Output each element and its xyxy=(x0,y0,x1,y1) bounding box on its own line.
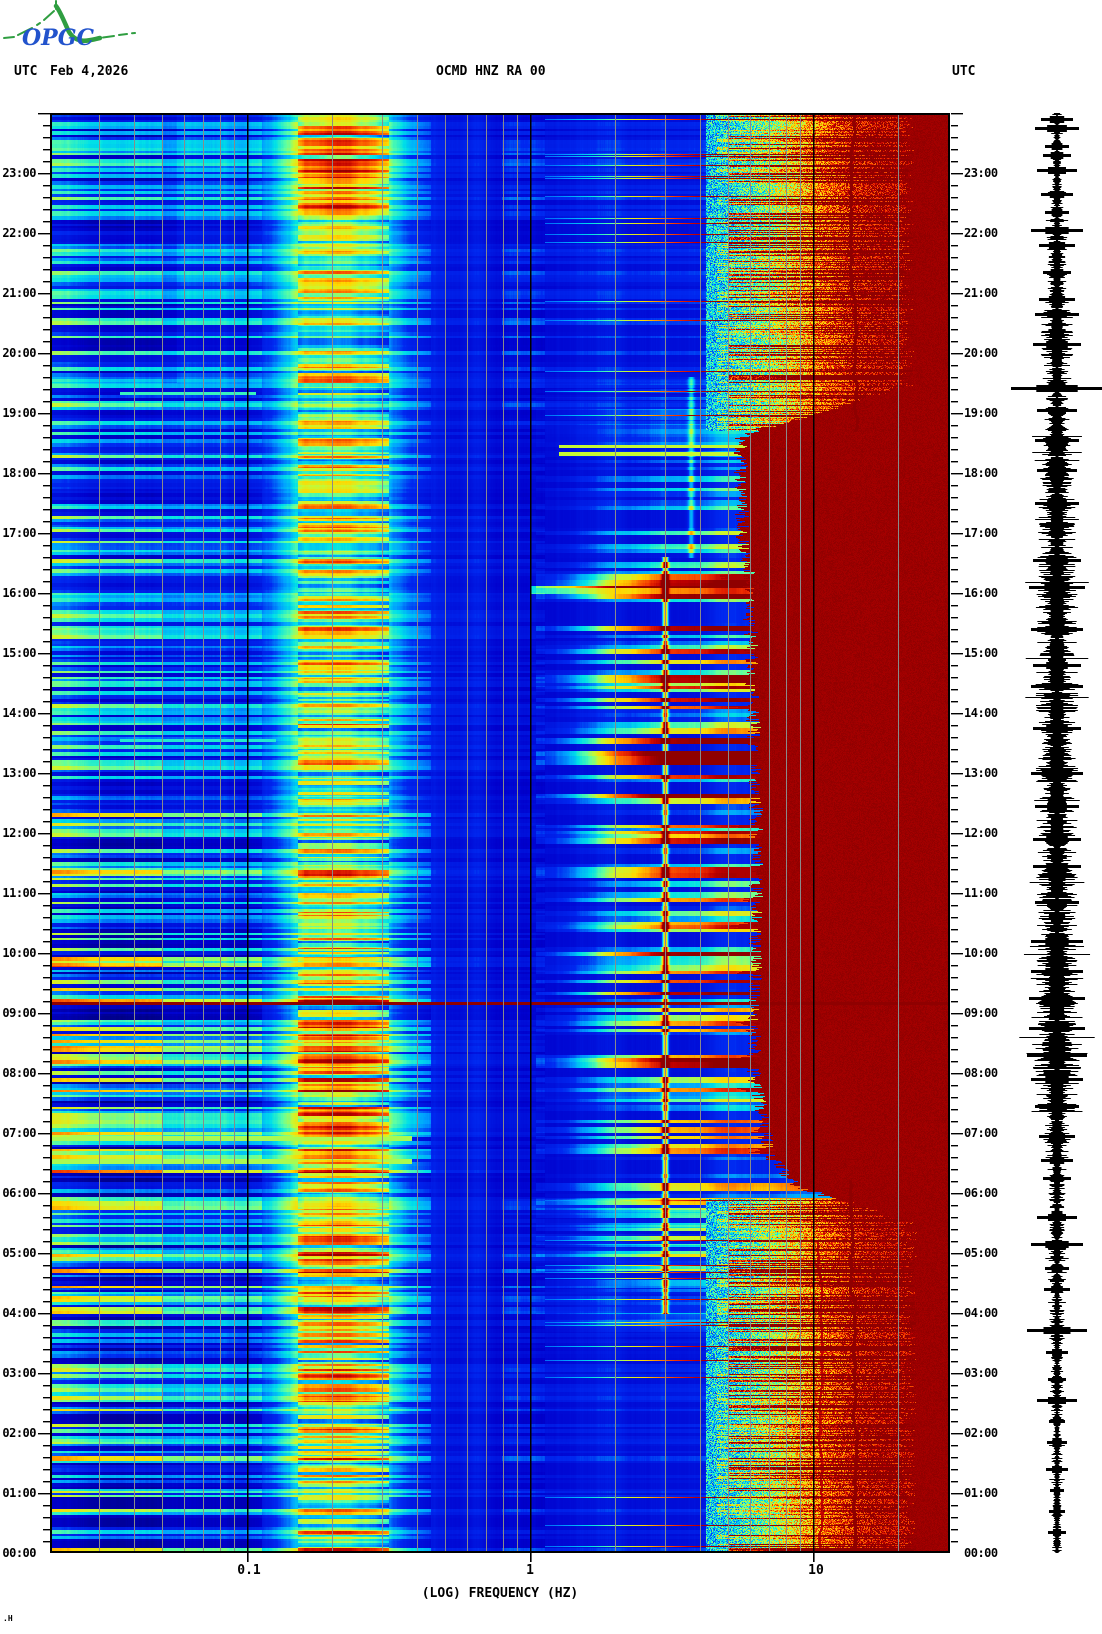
logo-text: OPGC xyxy=(22,25,94,51)
utc-label-right: UTC xyxy=(952,64,976,79)
time-label-right: 02:00 xyxy=(964,1426,998,1440)
time-label-left: 00:00 xyxy=(2,1546,36,1560)
time-label-right: 14:00 xyxy=(964,706,998,720)
time-label-right: 22:00 xyxy=(964,226,998,240)
time-label-left: 11:00 xyxy=(2,886,36,900)
time-label-left: 04:00 xyxy=(2,1306,36,1320)
time-label-right: 08:00 xyxy=(964,1066,998,1080)
freq-tick-1: 1 xyxy=(526,1563,534,1578)
time-label-right: 20:00 xyxy=(964,346,998,360)
frequency-axis-title: (LOG) FREQUENCY (HZ) xyxy=(421,1586,579,1601)
time-label-left: 09:00 xyxy=(2,1006,36,1020)
time-label-left: 21:00 xyxy=(2,286,36,300)
time-label-right: 21:00 xyxy=(964,286,998,300)
time-label-left: 16:00 xyxy=(2,586,36,600)
time-label-left: 23:00 xyxy=(2,166,36,180)
time-label-right: 23:00 xyxy=(964,166,998,180)
time-label-right: 13:00 xyxy=(964,766,998,780)
opgc-logo: OPGC xyxy=(3,0,136,51)
time-label-left: 20:00 xyxy=(2,346,36,360)
seismogram-trace-canvas xyxy=(1002,113,1102,1553)
time-label-left: 08:00 xyxy=(2,1066,36,1080)
time-label-left: 15:00 xyxy=(2,646,36,660)
time-label-left: 14:00 xyxy=(2,706,36,720)
date-label: Feb 4,2026 xyxy=(50,64,129,79)
time-label-left: 01:00 xyxy=(2,1486,36,1500)
footer-note: .H xyxy=(3,1614,13,1623)
time-label-left: 13:00 xyxy=(2,766,36,780)
time-label-right: 01:00 xyxy=(964,1486,998,1500)
station-title: OCMD HNZ RA 00 xyxy=(436,64,546,79)
time-label-left: 22:00 xyxy=(2,226,36,240)
time-label-right: 17:00 xyxy=(964,526,998,540)
time-label-left: 06:00 xyxy=(2,1186,36,1200)
time-label-right: 04:00 xyxy=(964,1306,998,1320)
utc-label-left: UTC xyxy=(14,64,38,79)
mountain-curve-icon xyxy=(3,0,136,43)
time-label-left: 17:00 xyxy=(2,526,36,540)
time-label-left: 02:00 xyxy=(2,1426,36,1440)
time-label-left: 03:00 xyxy=(2,1366,36,1380)
time-label-right: 09:00 xyxy=(964,1006,998,1020)
time-label-right: 10:00 xyxy=(964,946,998,960)
time-label-left: 19:00 xyxy=(2,406,36,420)
time-label-right: 18:00 xyxy=(964,466,998,480)
time-label-right: 15:00 xyxy=(964,646,998,660)
time-label-left: 18:00 xyxy=(2,466,36,480)
spectrogram-canvas xyxy=(50,113,950,1553)
time-label-right: 03:00 xyxy=(964,1366,998,1380)
freq-tick-10: 10 xyxy=(808,1563,824,1578)
time-label-left: 05:00 xyxy=(2,1246,36,1260)
time-label-right: 05:00 xyxy=(964,1246,998,1260)
time-label-right: 07:00 xyxy=(964,1126,998,1140)
time-label-left: 10:00 xyxy=(2,946,36,960)
time-label-right: 06:00 xyxy=(964,1186,998,1200)
frequency-axis-ticks xyxy=(50,1553,950,1565)
freq-tick-0.1: 0.1 xyxy=(237,1563,261,1578)
time-label-right: 11:00 xyxy=(964,886,998,900)
right-axis-ticks xyxy=(951,113,965,1553)
time-label-right: 16:00 xyxy=(964,586,998,600)
time-label-right: 12:00 xyxy=(964,826,998,840)
time-label-left: 07:00 xyxy=(2,1126,36,1140)
time-label-right: 19:00 xyxy=(964,406,998,420)
time-label-right: 00:00 xyxy=(964,1546,998,1560)
time-label-left: 12:00 xyxy=(2,826,36,840)
left-axis-ticks xyxy=(36,113,50,1553)
